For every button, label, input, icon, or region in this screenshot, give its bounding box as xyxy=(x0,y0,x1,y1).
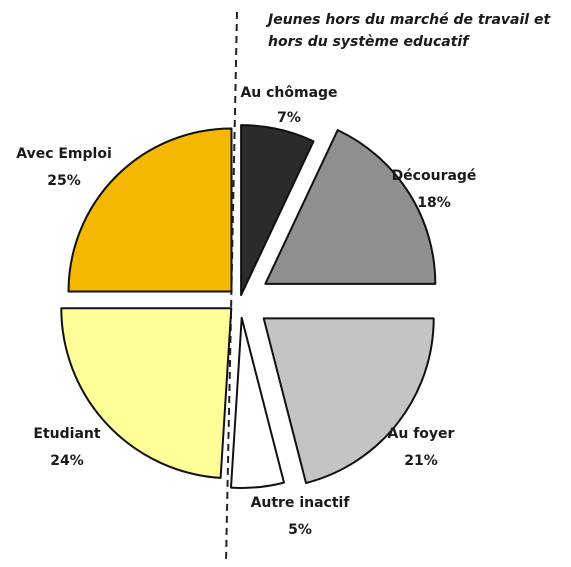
annotation-line-2: hors du système educatif xyxy=(268,34,470,50)
slice-au-foyer xyxy=(262,317,435,484)
slice-labels: Au chômage 7% Découragé 18% Au foyer 21% Autre… xyxy=(16,85,476,538)
slice-label: Autre inactif xyxy=(251,495,351,511)
slice-label: Au foyer xyxy=(388,426,455,442)
annotation-line-1: Jeunes hors du marché de travail et xyxy=(265,12,551,28)
slice-avec-emploi xyxy=(67,127,233,293)
slice-d-courag- xyxy=(264,129,437,285)
slice-autre-inactif xyxy=(230,316,285,489)
slice-label: Avec Emploi xyxy=(16,146,112,162)
slice-percent-label: 21% xyxy=(404,453,438,469)
slice-label: Au chômage xyxy=(240,85,337,101)
slice-percent-label: 7% xyxy=(277,110,301,126)
separator-dashed-line xyxy=(225,11,238,563)
slice-percent-label: 24% xyxy=(50,453,84,469)
slice-percent-label: 25% xyxy=(47,173,81,189)
slice-percent-label: 18% xyxy=(417,195,451,211)
slice-etudiant xyxy=(60,307,233,479)
pie-slices xyxy=(60,124,437,489)
slice-percent-label: 5% xyxy=(288,522,312,538)
slice-label: Etudiant xyxy=(33,426,100,442)
slice-au-ch-mage xyxy=(240,124,315,297)
slice-label: Découragé xyxy=(392,168,477,184)
